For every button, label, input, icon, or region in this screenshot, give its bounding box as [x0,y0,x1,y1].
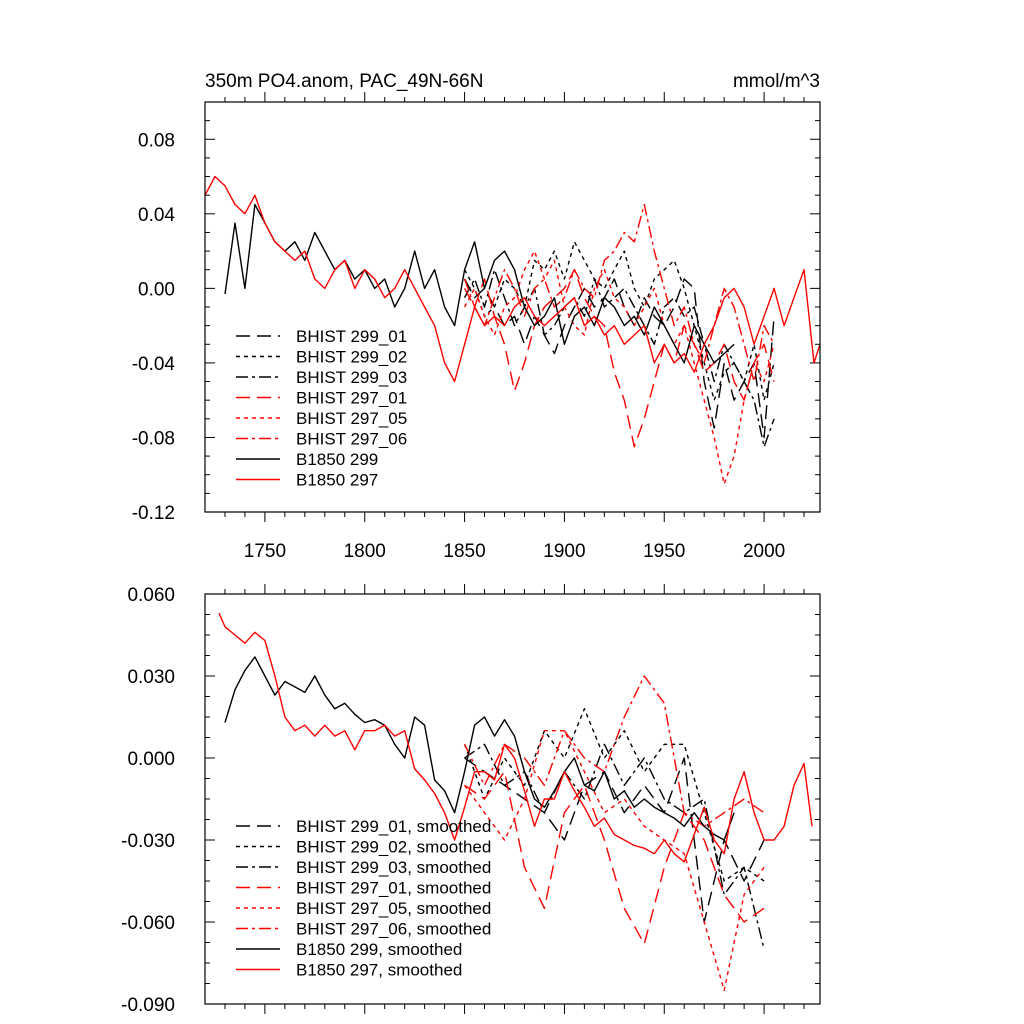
series-line [224,203,735,364]
series-line [463,269,775,448]
y-tick-label: -0.060 [121,913,175,934]
legend-label: BHIST 299_01 [296,327,407,346]
y-tick-label: -0.090 [121,995,175,1016]
y-tick-label: 0.060 [127,585,175,606]
series-lines [204,175,821,485]
legend-label: B1850 299 [296,450,378,469]
series-line [464,743,765,950]
series-line [224,656,735,841]
legend-label: B1850 299, smoothed [296,940,462,959]
series-line [218,612,813,863]
legend: BHIST 299_01, smoothed BHIST 299_02, smoo… [236,817,491,980]
legend-label: BHIST 297_05, smoothed [296,899,491,918]
series-line [463,203,775,383]
x-tick-label: 1750 [244,541,286,562]
series-line [463,675,765,827]
series-line [463,269,775,448]
tick-marks [205,92,820,522]
legend-label: BHIST 299_03, smoothed [296,858,491,877]
x-tick-labels: 1750 1800 1850 1900 1950 2000 [244,541,785,562]
series-line [463,278,775,439]
tick-marks [205,584,820,1014]
series-line [463,250,775,485]
legend-label: BHIST 299_01, smoothed [296,817,491,836]
y-tick-labels: -0.090 -0.060 -0.030 0.000 0.030 0.060 [121,585,175,1016]
legend-label: BHIST 297_01 [296,389,407,408]
y-tick-label: 0.030 [127,667,175,688]
y-tick-label: 0.08 [138,130,175,151]
series-line [464,730,765,991]
y-tick-label: 0.04 [138,205,175,226]
units-label: mmol/m^3 [733,71,820,92]
legend-label: B1850 297 [296,471,378,490]
legend-label: BHIST 299_02, smoothed [296,838,491,857]
legend-label: BHIST 297_06 [296,430,407,449]
series-lines [218,612,813,991]
legend-label: BHIST 299_02 [296,348,407,367]
y-tick-label: -0.12 [132,503,175,524]
y-tick-label: 0.000 [127,749,175,770]
y-tick-label: -0.04 [132,354,176,375]
legend-label: BHIST 297_06, smoothed [296,920,491,939]
x-tick-label: 1850 [443,541,485,562]
series-line [464,757,765,923]
series-line [463,708,765,882]
legend-label: BHIST 299_03 [296,368,407,387]
chart-title: 350m PO4.anom, PAC_49N-66N [205,71,483,92]
top-chart: 350m PO4.anom, PAC_49N-66N mmol/m^3 -0.1… [132,71,821,562]
series-line [204,175,821,383]
plot-frame [204,101,821,513]
plot-frame [204,593,821,1005]
series-line [463,241,775,401]
y-tick-label: 0.00 [138,279,175,300]
x-tick-label: 1800 [344,541,386,562]
y-tick-label: -0.030 [121,831,175,852]
x-tick-label: 1950 [643,541,685,562]
x-tick-label: 2000 [743,541,785,562]
y-tick-labels: -0.12 -0.08 -0.04 0.00 0.04 0.08 [132,130,176,524]
bottom-chart: -0.090 -0.060 -0.030 0.000 0.030 0.060 BHIST … [121,584,821,1016]
legend-label: B1850 297, smoothed [296,961,462,980]
x-tick-label: 1900 [543,541,585,562]
legend-label: BHIST 297_05 [296,409,407,428]
y-tick-label: -0.08 [132,428,175,449]
legend-label: BHIST 297_01, smoothed [296,879,491,898]
